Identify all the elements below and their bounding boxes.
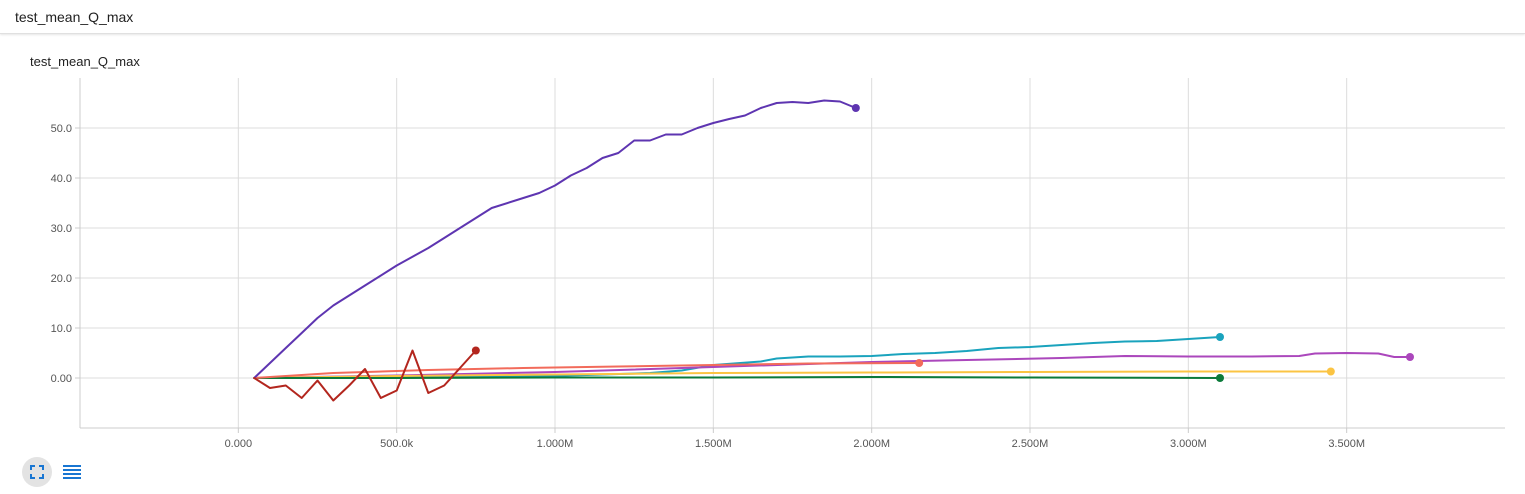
series-line [253,370,1332,379]
series-end-point [915,359,924,367]
data-table-button[interactable] [57,457,87,487]
series-end-point [1406,353,1414,361]
series-end-point [1216,333,1224,341]
card-title: test_mean_Q_max [15,9,134,25]
x-tick-label: 500.0k [380,438,414,450]
expand-button[interactable] [22,457,52,487]
series-end-point [471,346,480,355]
x-tick-label: 2.000M [853,438,890,450]
y-tick-label: 50.0 [51,123,72,135]
expand-icon [30,465,44,479]
card-header[interactable]: test_mean_Q_max [0,0,1525,34]
list-icon [63,465,81,479]
x-tick-label: 1.500M [695,438,732,450]
y-tick-label: 10.0 [51,323,72,335]
series-line [253,362,921,379]
series-line [253,349,477,402]
y-tick-label: 40.0 [51,173,72,185]
y-tick-label: 0.00 [51,373,72,385]
x-tick-label: 3.500M [1328,438,1365,450]
x-tick-label: 3.000M [1170,438,1207,450]
series-layer [253,99,1414,402]
series-line [253,376,1221,379]
x-tick-label: 1.000M [537,438,574,450]
axes: 0.000 500.0k 1.000M 1.500M 2.000M 2.500M 3.000… [51,78,1505,450]
y-tick-label: 20.0 [51,273,72,285]
chart-card [0,37,1525,494]
x-tick-label: 0.000 [225,438,253,450]
y-tick-label: 30.0 [51,223,72,235]
series-end-point [851,104,860,112]
series-end-point [1216,374,1224,382]
x-tick-label: 2.500M [1012,438,1049,450]
series-end-point [1326,367,1335,376]
series-line [253,352,1411,379]
chart-title: test_mean_Q_max [30,54,140,69]
series-line [253,99,857,379]
